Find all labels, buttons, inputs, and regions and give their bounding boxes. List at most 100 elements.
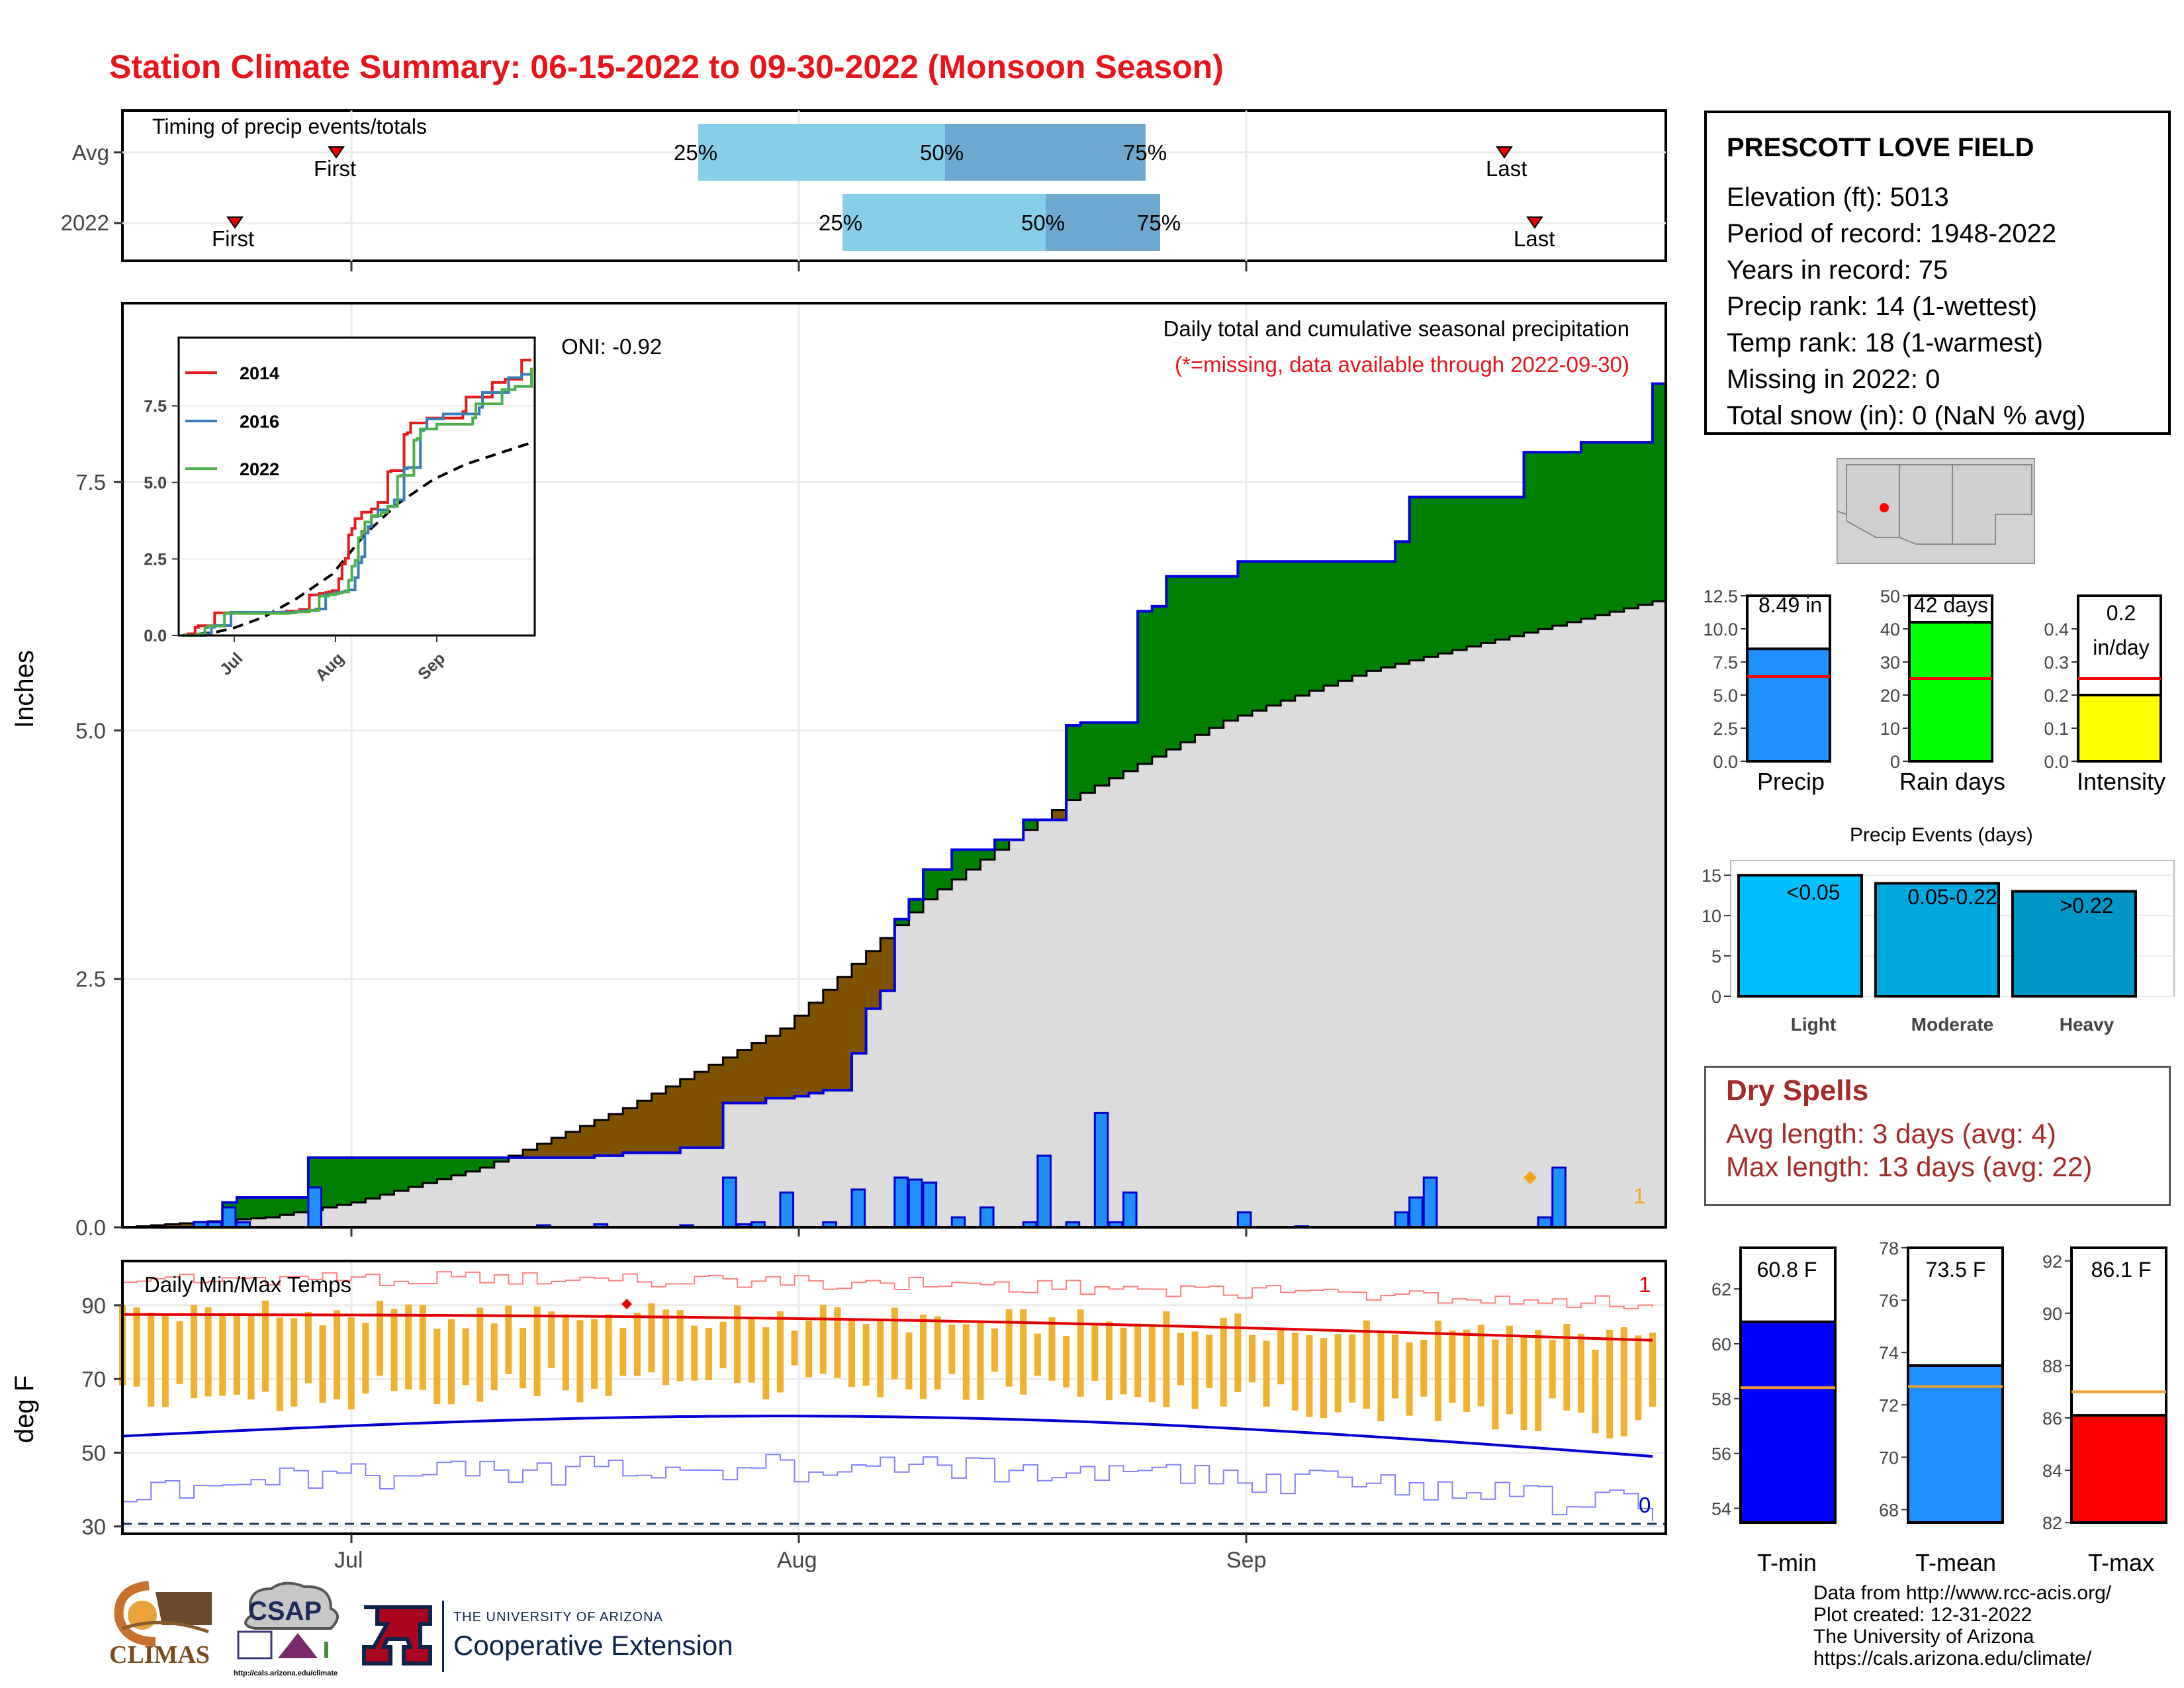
tmean-value: 73.5 F	[1925, 1258, 1986, 1282]
daily-temp-bar	[291, 1318, 298, 1407]
daily-temp-bar	[719, 1321, 727, 1368]
station-period: Period of record: 1948-2022	[1727, 219, 2057, 248]
record-low-count: 0	[1639, 1493, 1651, 1517]
daily-precip-bar	[307, 1186, 323, 1229]
event-bar-heavy	[2011, 890, 2137, 998]
temp-summary-ytick: 60	[1711, 1335, 1731, 1354]
raindays-ytick: 10	[1880, 719, 1900, 739]
temp-summary-ytick: 84	[2042, 1461, 2062, 1481]
daily-temp-bar	[1191, 1331, 1199, 1409]
climas-logo-text: CLIMAS	[109, 1641, 210, 1669]
daily-temp-bar	[1120, 1327, 1127, 1395]
daily-temp-bar	[662, 1309, 670, 1385]
daily-temp-bar	[776, 1311, 784, 1393]
daily-temp-bar	[233, 1314, 240, 1395]
inset-ytick: 7.5	[144, 397, 167, 416]
daily-temp-bar	[834, 1307, 841, 1378]
2022-50-75-bar	[1046, 194, 1160, 251]
daily-temp-bar	[205, 1307, 212, 1397]
avg-p50-label: 50%	[920, 140, 964, 165]
month-label-sep: Sep	[1226, 1548, 1267, 1573]
temp-summary-ytick: 58	[1711, 1389, 1731, 1409]
daily-temp-bar	[1635, 1335, 1642, 1421]
raindays-ytick: 30	[1880, 653, 1900, 673]
raindays-bar	[1908, 621, 1993, 763]
daily-temp-bar	[1549, 1339, 1556, 1399]
daily-temp-bar	[991, 1328, 999, 1372]
daily-temp-bar	[1492, 1339, 1499, 1430]
daily-temp-bar	[548, 1311, 555, 1368]
daily-temp-bar	[304, 1311, 312, 1383]
credit-url: https://cals.arizona.edu/climate/	[1813, 1648, 2092, 1669]
daily-temp-bar	[1105, 1321, 1113, 1401]
missing-marker	[1524, 1171, 1537, 1184]
daily-precip-bar	[1036, 1154, 1052, 1229]
event-moderate-range: 0.05-0.22	[1907, 885, 1997, 909]
precip-title: Daily total and cumulative seasonal prec…	[1163, 316, 1629, 341]
intensity-bar-unit: in/day	[2093, 635, 2150, 659]
timing-label: Timing of precip events/totals	[152, 115, 427, 138]
daily-temp-bar	[920, 1314, 927, 1399]
2022-p50-label: 50%	[1021, 211, 1066, 235]
daily-temp-bar	[262, 1300, 269, 1392]
station-temp-rank: Temp rank: 18 (1-warmest)	[1727, 328, 2043, 357]
daily-temp-bar	[1577, 1333, 1584, 1413]
daily-precip-bar	[1122, 1191, 1138, 1229]
daily-temp-bar	[419, 1305, 426, 1390]
tmin-value: 60.8 F	[1756, 1258, 1817, 1282]
precip-ytick: 2.5	[75, 967, 106, 992]
daily-temp-bar	[1134, 1323, 1142, 1397]
daily-temp-bar	[362, 1323, 369, 1394]
daily-temp-bar	[1506, 1325, 1513, 1415]
daily-precip-bar	[922, 1181, 938, 1229]
2022-last-marker	[1526, 216, 1543, 229]
precip-ytick: 2.5	[1713, 719, 1738, 739]
station-info-box: PRESCOTT LOVE FIELD Elevation (ft): 5013…	[1704, 111, 2171, 435]
raindays-ytick: 50	[1880, 586, 1900, 606]
csap-logo-text: CSAP	[248, 1597, 322, 1626]
inset-ytick: 0.0	[144, 627, 167, 645]
daily-temp-bar	[1034, 1333, 1041, 1376]
daily-temp-bar	[447, 1319, 455, 1405]
daily-temp-bar	[1406, 1342, 1413, 1416]
precip-bar-value: 8.49 in	[1758, 593, 1823, 617]
daily-temp-bar	[390, 1309, 398, 1391]
daily-temp-bar	[248, 1315, 255, 1400]
daily-temp-bar	[891, 1307, 898, 1380]
raindays-ytick: 20	[1880, 686, 1900, 706]
inset-chart	[177, 336, 536, 637]
summary-bars: 0.0 2.5 5.0 7.5 10.0 12.5 0 10 20 30 40 50 0.0 0.1 0…	[1703, 586, 2162, 772]
event-heavy-label: Heavy	[2059, 1014, 2115, 1035]
station-precip-rank: Precip rank: 14 (1-wettest)	[1727, 292, 2038, 321]
daily-temp-bar	[462, 1328, 469, 1385]
daily-temp-bar	[1434, 1321, 1441, 1421]
tmean-label: T-mean	[1915, 1549, 1997, 1576]
temp-summary-bar	[1907, 1364, 2004, 1524]
daily-temp-bar	[176, 1321, 183, 1384]
tmin-label: T-min	[1757, 1549, 1817, 1576]
temps-ytick: 90	[81, 1293, 106, 1318]
ua-logo-line2: Cooperative Extension	[453, 1630, 733, 1661]
temp-summary-ytick: 62	[1711, 1280, 1731, 1299]
daily-temp-bar	[905, 1332, 913, 1389]
daily-temp-bar	[520, 1328, 527, 1389]
events-title: Precip Events (days)	[1850, 824, 2033, 846]
csap-logo-url: http://cals.arizona.edu/climate	[234, 1669, 338, 1677]
daily-temp-bar	[791, 1331, 798, 1366]
temp-summary-ytick: 74	[1879, 1343, 1899, 1363]
daily-temp-bar	[1592, 1349, 1599, 1434]
daily-temp-bar	[1334, 1334, 1342, 1413]
daily-precip-bar	[893, 1176, 909, 1229]
inset-legend-2016: 2016	[240, 412, 280, 432]
daily-temp-bar	[1220, 1317, 1227, 1407]
daily-temp-bar	[1263, 1340, 1270, 1407]
daily-precip-bar	[1551, 1166, 1567, 1229]
daily-temp-bar	[347, 1317, 355, 1410]
precip-ylabel: Inches	[10, 650, 39, 728]
precip-ytick: 12.5	[1703, 586, 1738, 606]
station-years: Years in record: 75	[1727, 256, 1948, 285]
oni-value: ONI: -0.92	[561, 334, 662, 359]
credit-university: The University of Arizona	[1813, 1626, 2034, 1648]
daily-temp-bar	[562, 1314, 569, 1391]
avg-last-marker	[1496, 146, 1513, 159]
